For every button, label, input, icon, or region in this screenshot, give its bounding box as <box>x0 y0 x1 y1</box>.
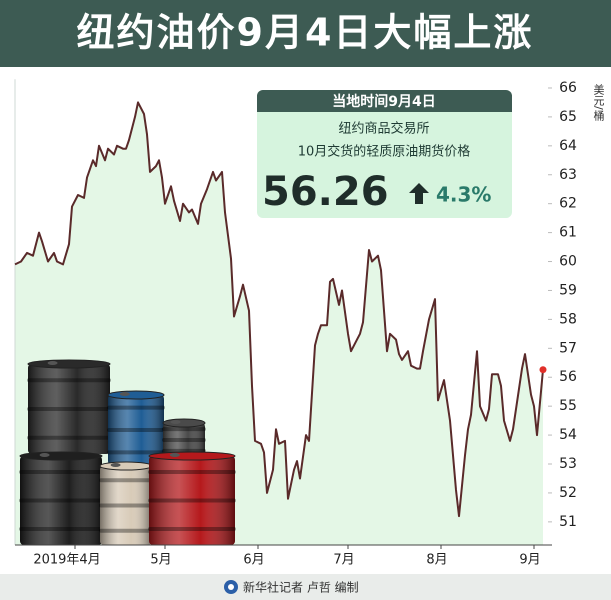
barrel-rib <box>99 503 153 508</box>
y-tick-label: 56 <box>559 369 577 385</box>
y-tick-label: 51 <box>559 514 577 530</box>
barrel-cap <box>47 361 58 365</box>
barrel-top <box>107 390 165 400</box>
y-tick-label: 54 <box>559 427 577 443</box>
barrel-illustration <box>19 359 236 545</box>
y-unit-label: 美元/桶 <box>592 84 605 122</box>
barrel-top <box>162 418 206 428</box>
barrel-rib <box>27 407 111 411</box>
barrel <box>99 461 153 545</box>
barrel-top <box>148 451 236 461</box>
barrel <box>19 451 103 545</box>
y-tick-label: 60 <box>559 254 577 270</box>
barrel-rib <box>148 470 236 475</box>
y-tick-label: 63 <box>559 167 577 183</box>
barrel <box>148 451 236 545</box>
info-change: 4.3% <box>436 183 491 207</box>
barrel-shade <box>100 466 152 545</box>
barrel-rib <box>27 378 111 383</box>
footer-credit: 新华社记者 卢哲 编制 <box>243 580 359 595</box>
barrel-rib <box>162 427 206 432</box>
y-tick-label: 53 <box>559 456 577 472</box>
y-tick-label: 52 <box>559 485 577 501</box>
barrel-cap <box>39 453 50 457</box>
barrel-rib <box>19 498 103 503</box>
y-tick-label: 59 <box>559 282 577 298</box>
y-tick-label: 66 <box>559 80 577 96</box>
axes: 51 52 53 54 55 56 57 58 59 60 61 62 63 64 65 66 美元/桶 2019… <box>15 80 605 568</box>
title-bar <box>0 0 611 67</box>
up-arrow <box>409 183 429 204</box>
info-price: 56.26 <box>262 169 389 215</box>
y-tick-label: 65 <box>559 109 577 125</box>
info-contract: 10月交货的轻质原油期货价格 <box>298 144 471 160</box>
barrel-rib <box>162 438 206 442</box>
footer-bar <box>0 574 611 600</box>
barrel-rib <box>107 450 165 455</box>
last-point <box>539 366 547 374</box>
barrel-cap <box>170 420 181 424</box>
y-tick-label: 61 <box>559 225 577 241</box>
y-tick-label: 62 <box>559 196 577 212</box>
barrel-shade <box>28 364 110 454</box>
barrel-rib <box>148 526 236 531</box>
info-box: 当地时间9月4日 纽约商品交易所 10月交货的轻质原油期货价格 56.26 4.… <box>257 90 512 218</box>
barrel-rib <box>99 528 153 533</box>
y-tick-label: 57 <box>559 340 577 356</box>
x-tick-label: 9月 <box>519 553 540 568</box>
barrel-shade <box>20 456 102 545</box>
info-date: 当地时间9月4日 <box>332 93 435 110</box>
barrel-top <box>27 359 111 369</box>
barrel-shade <box>149 456 235 545</box>
barrel-cap <box>119 392 130 396</box>
barrel-cap <box>169 453 180 457</box>
x-tick-label: 5月 <box>150 553 171 568</box>
barrel-rib <box>27 435 111 440</box>
barrel-top <box>99 461 153 471</box>
x-tick-label: 8月 <box>426 553 447 568</box>
barrel-rib <box>148 498 236 503</box>
barrel-rib <box>107 405 165 410</box>
barrel-top <box>19 451 103 461</box>
barrel-shade <box>108 395 164 465</box>
barrel <box>107 390 165 465</box>
barrel-rib <box>107 428 165 432</box>
barrel-rib <box>99 478 153 483</box>
info-box-body <box>257 90 512 218</box>
x-tick-label: 2019年4月 <box>33 553 100 568</box>
price-line <box>14 101 544 518</box>
info-exchange: 纽约商品交易所 <box>338 121 429 137</box>
y-tick-label: 55 <box>559 398 577 414</box>
title: 纽约油价9月4日大幅上涨 <box>77 11 534 55</box>
barrel <box>27 359 111 454</box>
y-tick-label: 64 <box>559 138 577 154</box>
x-tick-label: 7月 <box>333 553 354 568</box>
x-tick-label: 6月 <box>243 553 264 568</box>
barrel-rib <box>19 470 103 475</box>
barrel-shade <box>163 423 205 457</box>
barrel-rib <box>19 526 103 531</box>
y-tick-label: 58 <box>559 311 577 327</box>
barrel <box>162 418 206 457</box>
barrel-cap <box>110 463 121 467</box>
logo-inner <box>228 584 234 590</box>
info-box-header <box>257 90 512 112</box>
